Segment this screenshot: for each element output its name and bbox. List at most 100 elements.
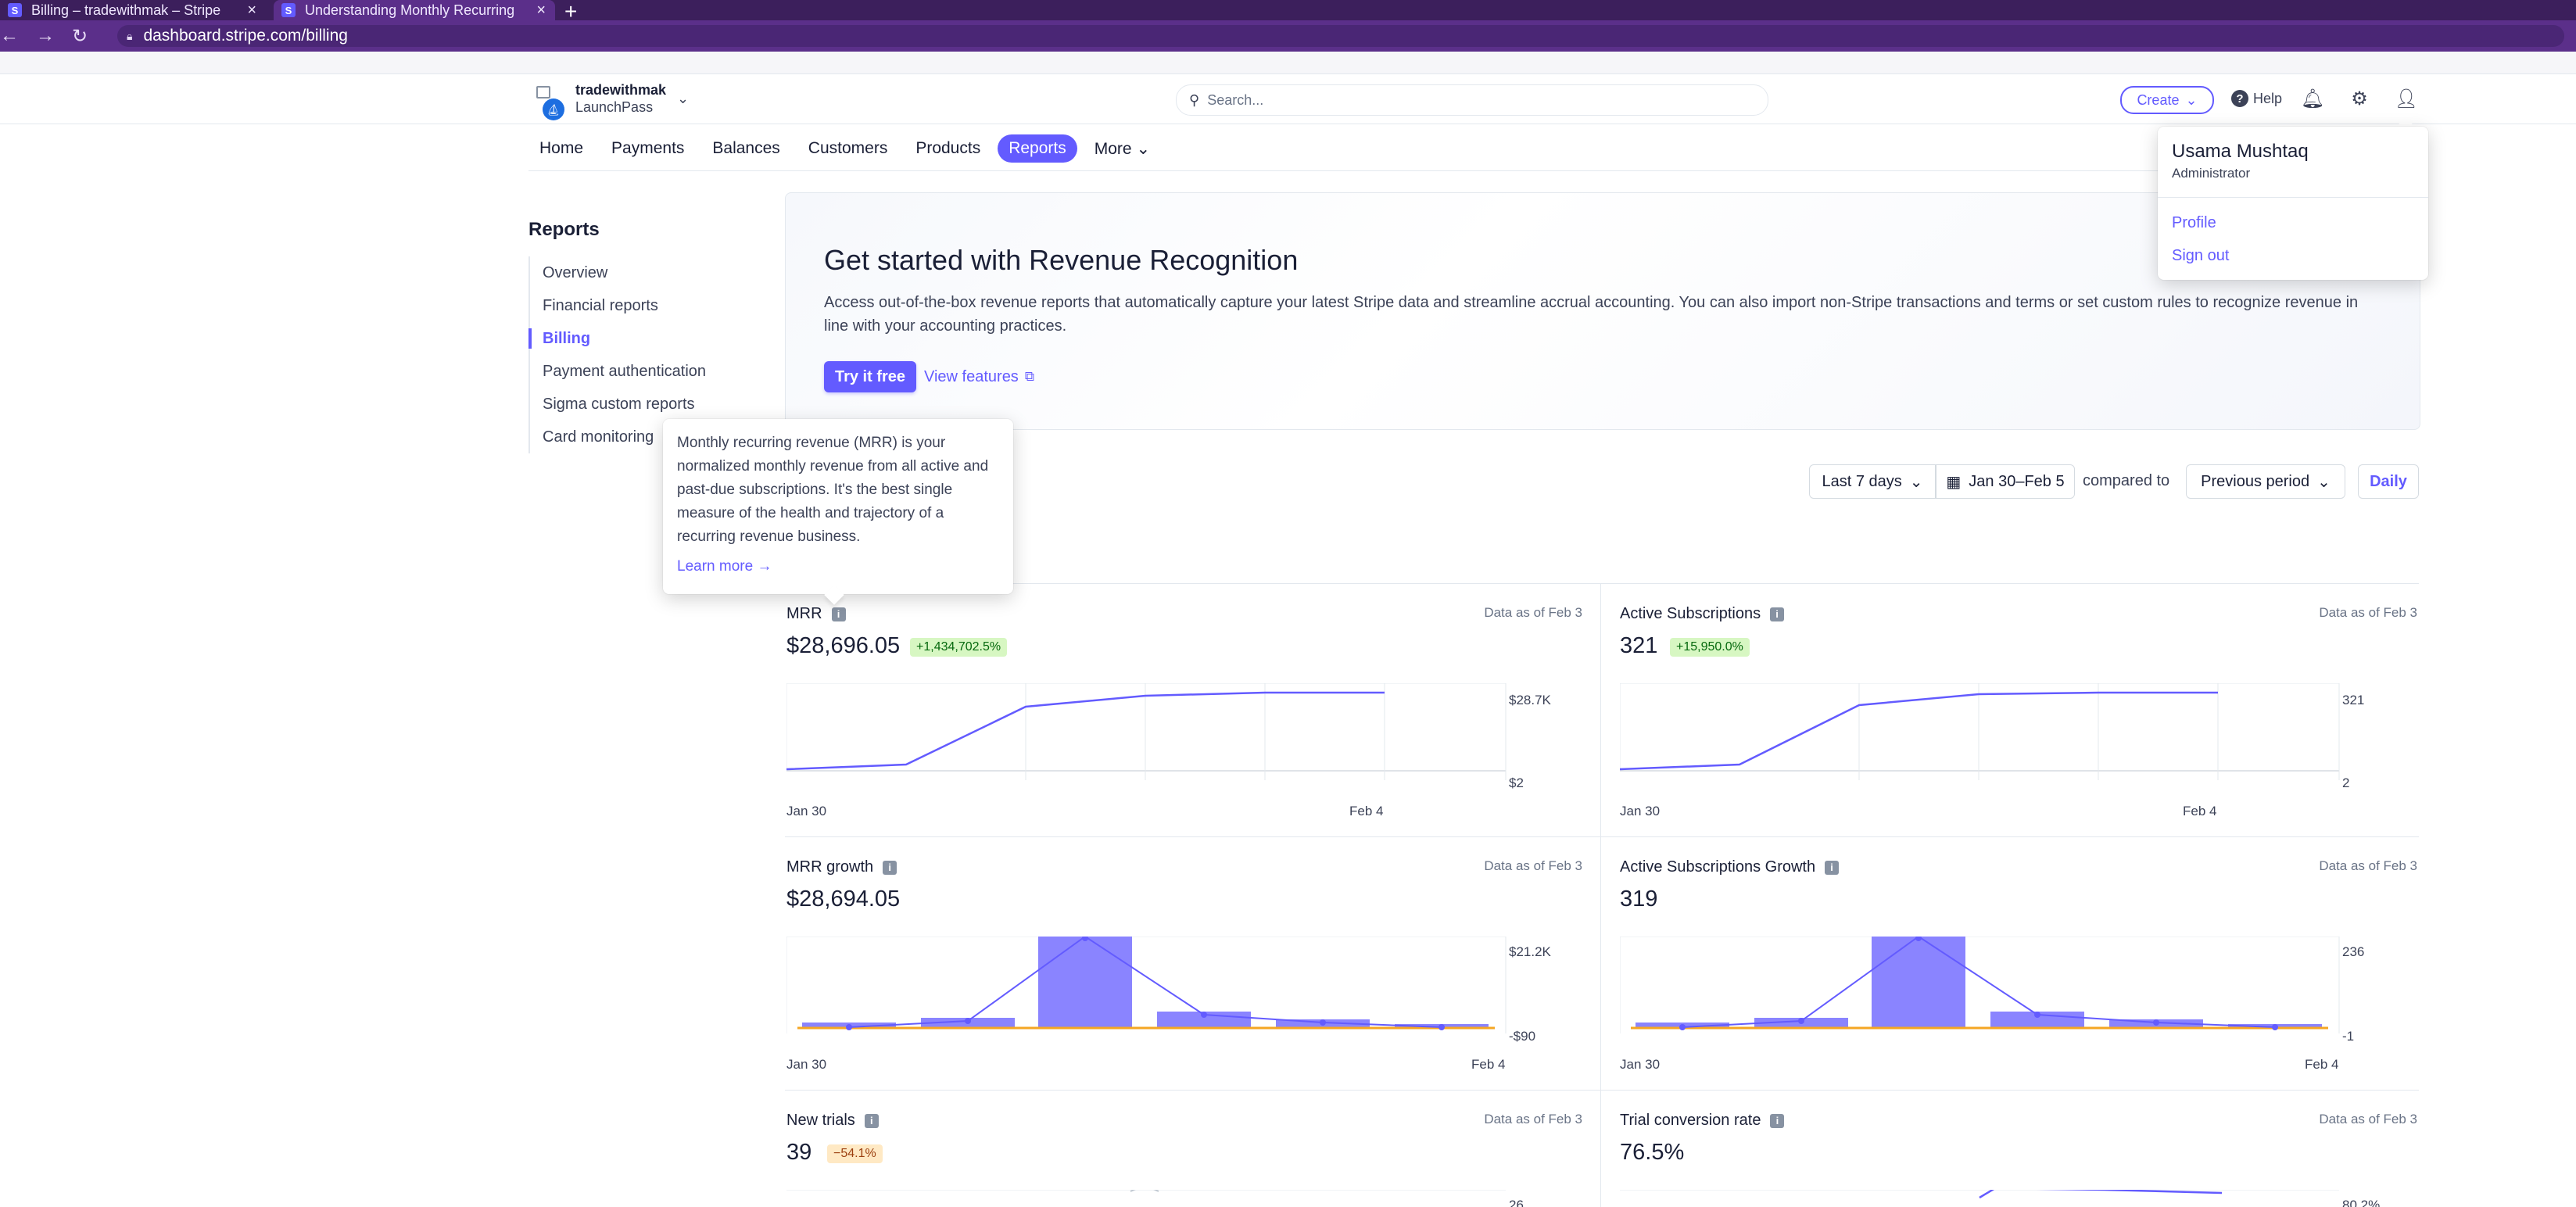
sidebar-item-billing[interactable]: Billing bbox=[528, 322, 765, 355]
bar bbox=[1872, 937, 1965, 1027]
data-point bbox=[846, 1024, 852, 1030]
nav-divider bbox=[528, 170, 2419, 171]
chevron-down-icon: ⌄ bbox=[677, 90, 690, 106]
subscriptions-growth-card[interactable]: Active Subscriptions Growth i Data as of … bbox=[1620, 858, 2417, 1077]
card-row-divider bbox=[785, 836, 2419, 837]
info-icon[interactable]: i bbox=[1825, 860, 1840, 875]
metric-value: $28,694.05 bbox=[786, 886, 901, 912]
info-icon[interactable]: i bbox=[831, 607, 846, 621]
sidebar-item-financial-reports[interactable]: Financial reports bbox=[543, 297, 658, 314]
x-axis-end: Feb 4 bbox=[1349, 804, 1384, 818]
chevron-down-icon: ⌄ bbox=[1909, 473, 1923, 491]
help-button[interactable]: ? Help bbox=[2231, 86, 2282, 111]
top-nav: Home Payments Balances Customers Product… bbox=[528, 133, 1167, 164]
reload-icon[interactable]: ↻ bbox=[72, 25, 88, 47]
data-point bbox=[2153, 1019, 2159, 1026]
comparison-period-select[interactable]: Previous period ⌄ bbox=[2186, 464, 2345, 499]
gear-icon[interactable]: ⚙ bbox=[2351, 88, 2368, 109]
mrr-tooltip bbox=[663, 419, 1013, 594]
card-title: MRR bbox=[786, 605, 822, 622]
bell-icon[interactable]: 🔔︎ bbox=[2300, 88, 2325, 109]
y-axis-min: -1 bbox=[2342, 1029, 2355, 1044]
conversion-series-line bbox=[1979, 1190, 2223, 1199]
y-axis-max: 80.2% bbox=[2342, 1198, 2381, 1207]
sign-out-link[interactable]: Sign out bbox=[2172, 247, 2230, 264]
profile-link[interactable]: Profile bbox=[2172, 214, 2216, 231]
date-picker-button[interactable]: ▦ Jan 30–Feb 5 bbox=[1936, 464, 2075, 499]
data-as-of: Data as of Feb 3 bbox=[2319, 1112, 2417, 1126]
x-axis-start: Jan 30 bbox=[1620, 1057, 1661, 1072]
tooltip-text: Monthly recurring revenue (MRR) is your … bbox=[677, 435, 989, 545]
sidebar-item-overview[interactable]: Overview bbox=[543, 264, 608, 281]
date-range-select[interactable]: Last 7 days ⌄ bbox=[1809, 464, 1936, 499]
mrr-card[interactable]: MRR i Data as of Feb 3 $28,696.05 +1,434,… bbox=[786, 605, 1582, 824]
x-axis-start: Jan 30 bbox=[1620, 804, 1661, 818]
y-axis-min: -$90 bbox=[1509, 1029, 1536, 1044]
search-placeholder: Search... bbox=[1207, 91, 1264, 108]
help-icon: ? bbox=[2231, 90, 2248, 107]
back-arrow-icon[interactable]: ← bbox=[0, 25, 19, 46]
x-axis-end: Feb 4 bbox=[2183, 804, 2217, 818]
sidebar-list: Overview Financial reports Billing Payme… bbox=[528, 256, 765, 453]
change-badge: +15,950.0% bbox=[1670, 638, 1750, 657]
try-it-free-button[interactable]: Try it free bbox=[824, 361, 916, 392]
sidebar-item-payment-authentication[interactable]: Payment authentication bbox=[543, 363, 707, 380]
nav-payments[interactable]: Payments bbox=[611, 139, 685, 157]
info-icon[interactable]: i bbox=[864, 1113, 879, 1128]
nav-customers[interactable]: Customers bbox=[808, 139, 888, 157]
metric-value: 319 bbox=[1620, 886, 1658, 912]
subscriptions-line-chart bbox=[1620, 683, 2340, 780]
search-input[interactable]: ⚲ Search... bbox=[1176, 84, 1768, 116]
sidebar-title: Reports bbox=[528, 219, 600, 240]
close-tab-icon[interactable]: × bbox=[536, 1, 546, 19]
data-point bbox=[2272, 1024, 2278, 1030]
browser-tab-billing[interactable]: S Billing – tradewithmak – Stripe × bbox=[0, 0, 266, 20]
change-badge: +1,434,702.5% bbox=[910, 638, 1008, 657]
mrr-growth-card[interactable]: MRR growth i Data as of Feb 3 $28,694.05 … bbox=[786, 858, 1582, 1077]
new-trials-card[interactable]: New trials i Data as of Feb 3 39 −54.1% 2… bbox=[786, 1112, 1582, 1207]
nav-balances[interactable]: Balances bbox=[712, 139, 780, 157]
close-tab-icon[interactable]: × bbox=[247, 1, 256, 19]
account-switcher[interactable]: ⛵︎ tradewithmak LaunchPass ⌄ bbox=[536, 81, 690, 120]
address-bar[interactable]: 🔒︎ dashboard.stripe.com/billing bbox=[117, 25, 2564, 47]
profile-menu bbox=[2158, 127, 2428, 280]
subscriptions-growth-bar-chart bbox=[1620, 937, 2340, 1033]
data-point bbox=[1679, 1024, 1686, 1030]
sidebar-item-sigma-custom-reports[interactable]: Sigma custom reports bbox=[543, 396, 695, 413]
x-axis-start: Jan 30 bbox=[786, 1057, 827, 1072]
account-sub: LaunchPass bbox=[575, 99, 654, 115]
date-range-value: Last 7 days bbox=[1822, 472, 1902, 490]
nav-reports[interactable]: Reports bbox=[998, 134, 1077, 163]
view-features-link[interactable]: View features ⧉ bbox=[924, 361, 1034, 392]
sidebar-item-card-monitoring[interactable]: Card monitoring bbox=[543, 428, 654, 446]
new-trials-chart bbox=[786, 1190, 1506, 1192]
new-tab-icon[interactable]: + bbox=[564, 0, 578, 23]
active-subscriptions-card[interactable]: Active Subscriptions i Data as of Feb 3 3… bbox=[1620, 605, 2417, 824]
nav-products[interactable]: Products bbox=[915, 139, 981, 157]
nav-home[interactable]: Home bbox=[539, 139, 584, 157]
tab-title: Billing – tradewithmak – Stripe bbox=[31, 2, 221, 18]
info-icon[interactable]: i bbox=[1770, 607, 1785, 621]
y-axis-min: $2 bbox=[1509, 775, 1524, 790]
card-title: MRR growth bbox=[786, 858, 874, 876]
nav-more[interactable]: More ⌄ bbox=[1084, 134, 1161, 163]
lock-icon: 🔒︎ bbox=[127, 29, 133, 42]
revenue-recognition-banner bbox=[785, 192, 2420, 430]
user-icon[interactable]: 👤︎ bbox=[2394, 88, 2419, 109]
granularity-button[interactable]: Daily bbox=[2358, 464, 2419, 499]
trial-conversion-card[interactable]: Trial conversion rate i Data as of Feb 3 … bbox=[1620, 1112, 2417, 1207]
info-icon[interactable]: i bbox=[883, 860, 897, 875]
x-axis-end: Feb 4 bbox=[1471, 1057, 1506, 1072]
metric-value: 76.5% bbox=[1620, 1140, 1685, 1165]
create-button[interactable]: Create ⌄ bbox=[2120, 86, 2214, 114]
banner-description: Access out-of-the-box revenue reports th… bbox=[824, 294, 2359, 335]
info-icon[interactable]: i bbox=[1770, 1113, 1785, 1128]
profile-name: Usama Mushtaq bbox=[2172, 141, 2309, 162]
data-as-of: Data as of Feb 3 bbox=[1484, 605, 1582, 620]
compared-to-label: compared to bbox=[2083, 471, 2170, 489]
learn-more-link[interactable]: Learn more → bbox=[677, 558, 772, 575]
browser-tab-mrr-article[interactable]: S Understanding Monthly Recurring × bbox=[274, 0, 555, 20]
chevron-down-icon: ⌄ bbox=[2317, 473, 2331, 491]
view-features-label: View features bbox=[924, 367, 1019, 385]
forward-arrow-icon[interactable]: → bbox=[36, 25, 55, 46]
